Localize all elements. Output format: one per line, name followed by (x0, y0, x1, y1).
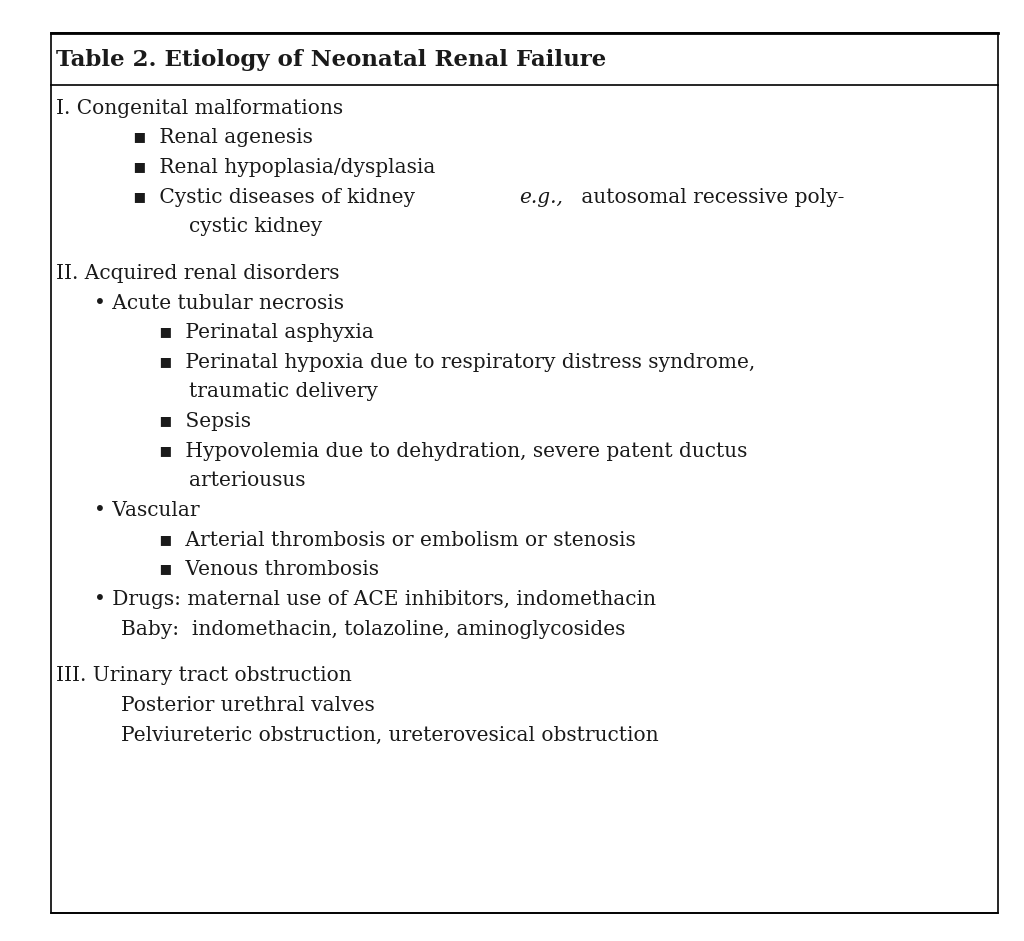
Text: III. Urinary tract obstruction: III. Urinary tract obstruction (56, 666, 352, 685)
Text: Table 2. Etiology of Neonatal Renal Failure: Table 2. Etiology of Neonatal Renal Fail… (56, 49, 606, 72)
Text: ▪  Sepsis: ▪ Sepsis (159, 412, 251, 431)
Text: II. Acquired renal disorders: II. Acquired renal disorders (56, 263, 340, 283)
Text: traumatic delivery: traumatic delivery (189, 382, 378, 402)
Text: cystic kidney: cystic kidney (189, 217, 323, 236)
Text: ▪  Renal hypoplasia/dysplasia: ▪ Renal hypoplasia/dysplasia (133, 158, 435, 177)
Text: Posterior urethral valves: Posterior urethral valves (121, 695, 375, 715)
Text: e.g.,: e.g., (519, 187, 563, 207)
Text: • Vascular: • Vascular (94, 501, 200, 520)
FancyBboxPatch shape (51, 33, 998, 913)
Text: autosomal recessive poly-: autosomal recessive poly- (574, 187, 844, 207)
Text: ▪  Perinatal asphyxia: ▪ Perinatal asphyxia (159, 323, 374, 343)
Text: arteriousus: arteriousus (189, 471, 306, 490)
Text: • Acute tubular necrosis: • Acute tubular necrosis (94, 294, 344, 312)
Text: ▪  Cystic diseases of kidney: ▪ Cystic diseases of kidney (133, 187, 422, 207)
Text: Baby:  indomethacin, tolazoline, aminoglycosides: Baby: indomethacin, tolazoline, aminogly… (121, 619, 626, 639)
Text: • Drugs: maternal use of ACE inhibitors, indomethacin: • Drugs: maternal use of ACE inhibitors,… (94, 590, 656, 609)
Text: I. Congenital malformations: I. Congenital malformations (56, 99, 343, 118)
Text: ▪  Perinatal hypoxia due to respiratory distress syndrome,: ▪ Perinatal hypoxia due to respiratory d… (159, 353, 755, 372)
Text: ▪  Venous thrombosis: ▪ Venous thrombosis (159, 560, 379, 580)
Text: ▪  Arterial thrombosis or embolism or stenosis: ▪ Arterial thrombosis or embolism or ste… (159, 531, 636, 550)
Text: ▪  Renal agenesis: ▪ Renal agenesis (133, 128, 313, 148)
Text: Pelviureteric obstruction, ureterovesical obstruction: Pelviureteric obstruction, ureterovesica… (121, 726, 658, 744)
Text: ▪  Hypovolemia due to dehydration, severe patent ductus: ▪ Hypovolemia due to dehydration, severe… (159, 441, 748, 461)
